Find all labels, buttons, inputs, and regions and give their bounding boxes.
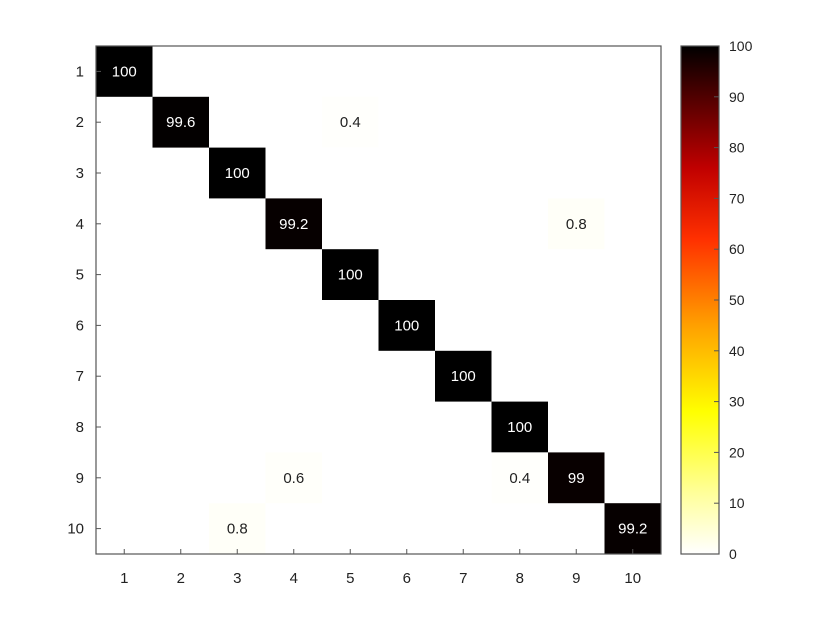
colorbar-tick-label: 0	[729, 546, 737, 562]
heatmap-cell	[322, 96, 379, 148]
plot-frame	[95, 45, 662, 555]
heatmap-cell	[491, 452, 548, 504]
x-tick-label: 9	[572, 570, 580, 587]
colorbar-tick-label: 100	[729, 38, 753, 54]
y-tick-label: 7	[76, 368, 84, 385]
x-tick-label: 2	[177, 570, 185, 587]
heatmap-cell	[548, 452, 605, 504]
x-tick-label: 4	[290, 570, 298, 587]
heatmap-cell	[265, 198, 322, 250]
cell-value-label: 100	[112, 63, 137, 80]
heatmap-cell	[491, 401, 548, 453]
y-tick-label: 4	[76, 216, 84, 233]
heatmap-cells: 100 99.6 0.4 100 99.2 0.8 100 100 100 100 0.6 0.4 99…	[96, 46, 661, 554]
cell-value-label: 99.2	[618, 521, 647, 538]
cell-value-label: 0.6	[283, 470, 304, 487]
heatmap-cell	[96, 46, 153, 97]
heatmap-cell	[209, 503, 266, 554]
y-tick-label: 6	[76, 317, 84, 334]
y-axis-ticks: 1 2 3 4 5 6 7 8 9 10	[67, 63, 101, 538]
colorbar-tick-label: 10	[729, 495, 745, 511]
cell-value-label: 100	[338, 267, 363, 284]
cell-value-label: 99	[568, 470, 585, 487]
colorbar-tick-label: 50	[729, 292, 745, 308]
colorbar-tick-label: 40	[729, 343, 745, 359]
colorbar-tick-label: 60	[729, 241, 745, 257]
heatmap-cell	[604, 503, 661, 554]
x-axis-ticks: 1 2 3 4 5 6 7 8 9 10	[120, 549, 641, 587]
colorbar-tick-label: 70	[729, 190, 745, 206]
cell-value-label: 0.4	[340, 114, 361, 131]
cell-value-label: 100	[451, 368, 476, 385]
heatmap-cell	[435, 350, 492, 402]
x-tick-label: 1	[120, 570, 128, 587]
heatmap-cell	[378, 300, 435, 351]
y-tick-label: 5	[76, 267, 84, 284]
cell-value-label: 0.8	[566, 216, 587, 233]
colorbar-tick-label: 90	[729, 89, 745, 105]
y-tick-label: 3	[76, 165, 84, 182]
x-tick-label: 3	[233, 570, 241, 587]
x-tick-label: 5	[346, 570, 354, 587]
colorbar-tick-label: 30	[729, 394, 745, 410]
y-tick-label: 10	[67, 521, 84, 538]
cell-value-label: 100	[394, 317, 419, 334]
y-tick-label: 9	[76, 470, 84, 487]
x-tick-label: 7	[459, 570, 467, 587]
cell-value-label: 99.2	[279, 216, 308, 233]
cell-value-label: 99.6	[166, 114, 195, 131]
x-tick-label: 8	[516, 570, 524, 587]
cell-value-label: 0.4	[509, 470, 530, 487]
x-tick-label: 10	[624, 570, 641, 587]
cell-value-label: 100	[225, 165, 250, 182]
y-tick-label: 2	[76, 114, 84, 131]
heatmap-cell	[152, 96, 209, 148]
heatmap-cell	[548, 198, 605, 250]
y-tick-label: 8	[76, 419, 84, 436]
colorbar-tick-label: 80	[729, 140, 745, 156]
heatmap-cell	[265, 452, 322, 504]
cell-value-label: 100	[507, 419, 532, 436]
x-tick-label: 6	[403, 570, 411, 587]
colorbar	[680, 45, 720, 555]
heatmap-cell	[322, 249, 379, 300]
cell-value-label: 0.8	[227, 521, 248, 538]
y-tick-label: 1	[76, 63, 84, 80]
heatmap-cell	[209, 147, 266, 199]
colorbar-tick-label: 20	[729, 444, 745, 460]
colorbar-ticks: 0 10 20 30 40 50 60 70 80 90 100	[714, 38, 753, 562]
